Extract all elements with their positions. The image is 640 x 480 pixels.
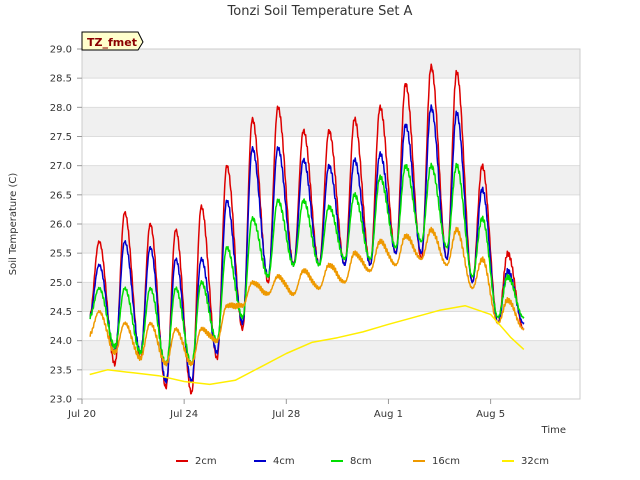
y-tick-label: 25.0 bbox=[50, 278, 72, 289]
series-line-8cm bbox=[89, 162, 525, 367]
legend: 2cm 4cm 8cm 16cm 32cm bbox=[176, 456, 549, 467]
legend-label-32cm: 32cm bbox=[521, 456, 549, 467]
plot-band bbox=[82, 224, 580, 254]
y-tick-label: 26.5 bbox=[50, 190, 72, 201]
y-tick-label: 24.0 bbox=[50, 336, 72, 347]
site-tag-text: TZ_fmet bbox=[87, 36, 137, 49]
x-tick-label: Jul 28 bbox=[271, 409, 300, 420]
y-tick-label: 24.5 bbox=[50, 307, 72, 318]
legend-label-16cm: 16cm bbox=[432, 456, 460, 467]
site-tag: TZ_fmet bbox=[81, 31, 144, 51]
y-tick-label: 23.0 bbox=[50, 395, 72, 406]
x-tick-label: Jul 20 bbox=[67, 409, 96, 420]
legend-label-4cm: 4cm bbox=[273, 456, 295, 467]
y-tick-label: 29.0 bbox=[50, 45, 72, 56]
y-tick-label: 28.5 bbox=[50, 74, 72, 85]
x-axis-label: Time bbox=[541, 425, 566, 436]
plot-band bbox=[82, 107, 580, 137]
plot-band bbox=[82, 49, 580, 79]
plot-band bbox=[82, 282, 580, 312]
y-axis-ticks: 23.0 23.5 24.0 24.5 25.0 25.5 26.0 26.5 27.0 27.5… bbox=[50, 45, 82, 406]
y-tick-label: 23.5 bbox=[50, 365, 72, 376]
y-tick-label: 26.0 bbox=[50, 220, 72, 231]
series-layer bbox=[89, 63, 525, 395]
x-axis-ticks: Jul 20 Jul 24 Jul 28 Aug 1 Aug 5 bbox=[67, 399, 505, 420]
legend-label-2cm: 2cm bbox=[195, 456, 217, 467]
y-tick-label: 27.0 bbox=[50, 161, 72, 172]
y-tick-label: 25.5 bbox=[50, 249, 72, 260]
y-tick-label: 27.5 bbox=[50, 132, 72, 143]
x-tick-label: Aug 5 bbox=[476, 409, 505, 420]
series-line-32cm bbox=[89, 304, 525, 386]
series-line-16cm bbox=[89, 226, 525, 367]
y-tick-label: 28.0 bbox=[50, 103, 72, 114]
chart-title: Tonzi Soil Temperature Set A bbox=[227, 4, 413, 19]
x-tick-label: Jul 24 bbox=[169, 409, 198, 420]
legend-label-8cm: 8cm bbox=[350, 456, 372, 467]
x-tick-label: Aug 1 bbox=[374, 409, 403, 420]
plot-band bbox=[82, 340, 580, 370]
site-tag-box bbox=[81, 31, 144, 51]
y-axis-label: Soil Temperature (C) bbox=[8, 173, 19, 276]
